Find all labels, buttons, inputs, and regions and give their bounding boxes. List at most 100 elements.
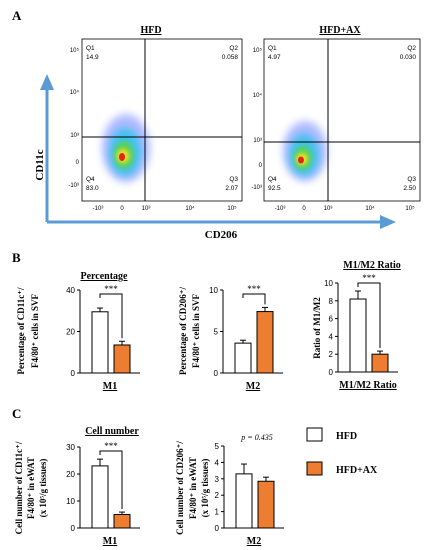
- y-tick-label: 4: [329, 332, 334, 341]
- bar-chart-4: 0 10 20 30 Cell number of CD11c⁺/F4/80⁺ in e…: [14, 426, 140, 547]
- category-label: M2: [246, 381, 260, 392]
- q4-value: 92.5: [268, 185, 281, 192]
- y-tick-label: 30: [66, 443, 75, 452]
- significance-label: ***: [104, 284, 118, 294]
- category-label: M1: [103, 381, 117, 392]
- bar-hfd: [234, 342, 252, 374]
- flow-plot-frame: [81, 38, 243, 202]
- q1-label: Q1: [86, 45, 95, 52]
- flow-x-ticks: -10³ 0 10³ 10⁴ 10⁵: [93, 205, 237, 212]
- legend-label-hfd: HFD: [336, 431, 357, 442]
- flow-panel: CD11c CD206 HFD Q1 14.9 Q2 0.058 Q4 83.0: [34, 25, 421, 241]
- panel-label-b: B: [12, 250, 21, 265]
- bar-hfdax: [257, 480, 275, 529]
- q2-label: Q2: [229, 45, 238, 52]
- x-tick: -10³: [275, 206, 286, 212]
- significance-label: ***: [104, 441, 118, 451]
- legend-swatch-hfd: [306, 427, 323, 442]
- flow-x-axis-label: CD206: [205, 229, 238, 241]
- bar-hfd: [235, 473, 253, 529]
- significance-label: p = 0.435: [240, 433, 272, 442]
- category-label: M1/M2 Ratio: [339, 380, 397, 391]
- y-tick: 0: [259, 163, 263, 169]
- y-axis-label: Percentage of CD206⁺/: [178, 286, 188, 375]
- x-tick: 10⁴: [185, 205, 195, 212]
- y-axis-label: F4/80⁺ in eWAT: [26, 457, 36, 519]
- flow-plot-title: HFD: [140, 25, 161, 36]
- q4-value: 83.0: [86, 185, 99, 192]
- flow-gate-lines: [264, 39, 420, 201]
- bar-hfd: [91, 465, 109, 529]
- y-tick-label: 0: [71, 369, 76, 378]
- flow-axis-arrows: [40, 74, 396, 229]
- significance-label: ***: [247, 284, 261, 294]
- y-tick-label: 5: [214, 328, 219, 337]
- y-axis-label: Percentage of CD11c⁺/: [16, 287, 26, 375]
- significance-bracket: [99, 450, 123, 510]
- flow-gate-lines: [82, 39, 242, 201]
- flow-y-ticks: 10⁵ 10⁴ 10³ 0 -10³: [68, 47, 79, 189]
- y-tick-label: 0: [215, 524, 220, 533]
- y-axis-label: (x 10⁵/g tissues): [200, 459, 210, 518]
- flow-plot-hfd: HFD Q1 14.9 Q2 0.058 Q4 83.0 Q3 2.07: [68, 25, 243, 212]
- y-tick-label: 5: [215, 442, 220, 451]
- y-axis-label: F4/80⁺ cells in SVF: [30, 293, 40, 368]
- x-tick: 10³: [142, 206, 151, 212]
- bar-chart-1: 0 20 40 Percentage of CD11c⁺/ F4/80⁺ cells i…: [16, 271, 140, 392]
- y-tick-label: 0: [329, 368, 334, 377]
- q2-value: 0.058: [222, 54, 239, 61]
- significance-bracket: [242, 293, 266, 305]
- flow-x-ticks: -10³ 0 10³ 10⁴ 10⁵: [275, 205, 415, 212]
- x-tick: 10³: [324, 206, 333, 212]
- panel-label-a: A: [12, 8, 22, 23]
- significance-label: ***: [362, 273, 376, 283]
- bar-hfdax: [256, 311, 274, 374]
- y-tick-label: 2: [329, 350, 334, 359]
- chart-title: Cell number: [85, 426, 139, 437]
- y-tick-label: 40: [66, 286, 75, 295]
- bar-hfdax: [371, 353, 389, 373]
- bar-hfd: [349, 298, 367, 373]
- y-tick-label: 8: [329, 297, 334, 306]
- significance-bracket: [99, 293, 123, 339]
- q3-value: 2.07: [225, 185, 238, 192]
- x-tick: 10⁴: [365, 205, 375, 212]
- y-tick-label: 2: [215, 491, 220, 500]
- flow-x-arrowhead: [380, 215, 396, 229]
- y-axis-label: Cell number of CD11c⁺/: [14, 441, 24, 534]
- y-tick-label: 10: [209, 286, 218, 295]
- bar-hfd: [91, 311, 109, 374]
- y-tick-label: 20: [66, 328, 75, 337]
- x-tick: 10⁵: [405, 205, 415, 212]
- q3-label: Q3: [407, 176, 416, 183]
- y-tick-label: 4: [215, 458, 220, 467]
- x-tick: -10³: [93, 206, 104, 212]
- y-tick: -10³: [68, 183, 79, 189]
- y-tick: 10⁴: [253, 92, 263, 99]
- x-tick: 0: [302, 206, 306, 212]
- q1-value: 4.97: [268, 54, 281, 61]
- panel-label-c: C: [12, 406, 21, 421]
- q4-label: Q4: [86, 176, 95, 183]
- flow-y-ticks: 10⁵ 10⁴ 10³ 0 -10³: [251, 47, 262, 191]
- x-tick: 10⁵: [227, 205, 237, 212]
- legend-label-hfdax: HFD+AX: [336, 465, 378, 476]
- q4-label: Q4: [268, 176, 277, 183]
- bar-chart-2: 0 5 10 Percentage of CD206⁺/F4/80⁺ cells in…: [178, 284, 283, 392]
- flow-plot-frame: [263, 38, 421, 202]
- y-tick-label: 10: [324, 279, 333, 288]
- x-tick: 0: [120, 206, 124, 212]
- q2-value: 0.030: [400, 54, 417, 61]
- y-axis-label: F4/80⁺ cells in SVF: [191, 293, 201, 368]
- q3-value: 2.50: [403, 185, 416, 192]
- bar-hfdax: [113, 344, 131, 374]
- y-tick: 10⁴: [70, 89, 80, 96]
- category-label: M2: [247, 536, 261, 547]
- chart-title: Percentage: [80, 271, 128, 282]
- flow-density-cloud: [102, 114, 150, 182]
- y-tick-label: 20: [66, 470, 75, 479]
- y-tick: 10⁵: [253, 47, 263, 54]
- y-tick: 10³: [253, 138, 262, 144]
